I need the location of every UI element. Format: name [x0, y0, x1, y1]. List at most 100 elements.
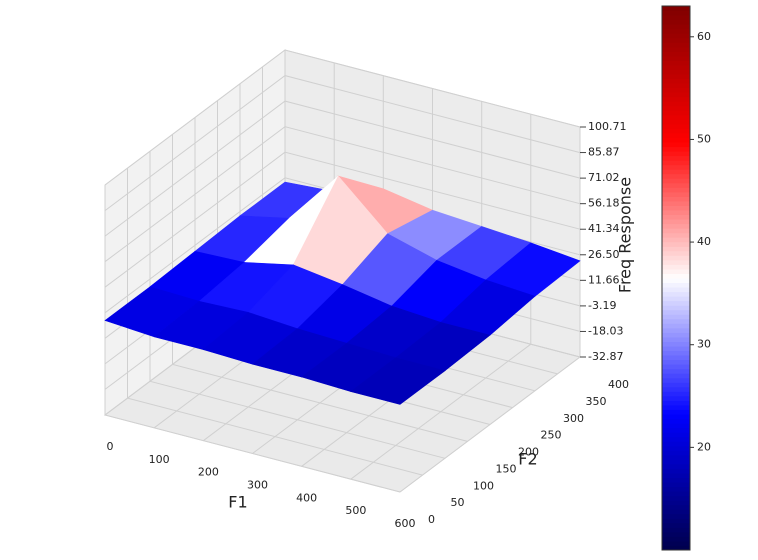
colorbar-tick-label: 40 — [697, 235, 711, 248]
colorbar-segment — [662, 427, 690, 433]
colorbar-segment — [662, 87, 690, 93]
colorbar-segment — [662, 182, 690, 188]
colorbar-segment — [662, 336, 690, 342]
colorbar-segment — [662, 42, 690, 48]
y-tick-label: 50 — [451, 496, 465, 509]
colorbar-segment — [662, 255, 690, 261]
z-axis-title: Freq Response — [616, 177, 635, 293]
colorbar-segment — [662, 178, 690, 184]
colorbar-segment — [662, 241, 690, 247]
x-tick-label: 500 — [345, 504, 366, 517]
colorbar-segment — [662, 459, 690, 465]
y-tick-label: 300 — [563, 412, 584, 425]
colorbar-segment — [662, 495, 690, 501]
colorbar-segment — [662, 119, 690, 125]
colorbar-segment — [662, 200, 690, 206]
colorbar-segment — [662, 164, 690, 170]
z-tick-label: 85.87 — [588, 146, 620, 159]
colorbar-tick-label: 50 — [697, 132, 711, 145]
colorbar-segment — [662, 323, 690, 329]
colorbar-segment — [662, 373, 690, 379]
colorbar-segment — [662, 160, 690, 166]
colorbar-segment — [662, 463, 690, 469]
z-tick-label: 11.66 — [588, 273, 620, 286]
colorbar-segment — [662, 268, 690, 274]
colorbar-segment — [662, 37, 690, 43]
colorbar-segment — [662, 513, 690, 519]
colorbar-segment — [662, 500, 690, 506]
colorbar-segment — [662, 264, 690, 270]
colorbar-segment — [662, 155, 690, 161]
colorbar-segment — [662, 55, 690, 61]
colorbar-segment — [662, 423, 690, 429]
colorbar-segment — [662, 522, 690, 528]
z-tick-label: 41.34 — [588, 222, 620, 235]
y-tick-label: 400 — [608, 378, 629, 391]
colorbar-segment — [662, 468, 690, 474]
colorbar-segment — [662, 309, 690, 315]
colorbar-segment — [662, 454, 690, 460]
colorbar-frame — [661, 5, 691, 551]
colorbar-segment — [662, 246, 690, 252]
colorbar-segment — [662, 92, 690, 98]
colorbar-segment — [662, 187, 690, 193]
colorbar-segment — [662, 223, 690, 229]
colorbar-segment — [662, 472, 690, 478]
grid-line — [104, 100, 581, 237]
colorbar-segment — [662, 332, 690, 338]
z-tick-label: 100.71 — [588, 120, 627, 133]
y-tick-label: 150 — [496, 462, 517, 475]
colorbar-segment — [662, 300, 690, 306]
colorbar-segment — [662, 191, 690, 197]
colorbar-segment — [662, 259, 690, 265]
x-tick-label: 100 — [149, 453, 170, 466]
z-tick-label: -3.19 — [588, 299, 616, 312]
x-tick-label: 600 — [395, 517, 416, 530]
colorbar-segment — [662, 74, 690, 80]
x-tick-label: 0 — [107, 440, 114, 453]
colorbar-segment — [662, 232, 690, 238]
colorbar-segment — [662, 273, 690, 279]
colorbar-segment — [662, 15, 690, 21]
grid-line — [104, 75, 581, 212]
colorbar-segment — [662, 527, 690, 533]
colorbar-segment — [662, 96, 690, 102]
surface-cell — [350, 357, 446, 405]
colorbar-tick-label: 20 — [697, 440, 711, 453]
z-tick-label: 71.02 — [588, 171, 620, 184]
colorbar-segment — [662, 477, 690, 483]
colorbar-segment — [662, 210, 690, 216]
colorbar-segment — [662, 327, 690, 333]
colorbar-segment — [662, 78, 690, 84]
colorbar-segment — [662, 151, 690, 157]
colorbar-segment — [662, 196, 690, 202]
colorbar-segment — [662, 6, 690, 12]
colorbar-tick-label: 60 — [697, 30, 711, 43]
colorbar-segment — [662, 19, 690, 25]
colorbar-segment — [662, 69, 690, 75]
grid-line — [104, 126, 581, 263]
z-tick-label: 56.18 — [588, 197, 620, 210]
y-tick-label: 100 — [473, 479, 494, 492]
colorbar-segment — [662, 287, 690, 293]
colorbar-segment — [662, 60, 690, 66]
colorbar-segment — [662, 346, 690, 352]
colorbar-segment — [662, 341, 690, 347]
colorbar-segment — [662, 250, 690, 256]
colorbar-segment — [662, 531, 690, 537]
colorbar-segment — [662, 395, 690, 401]
colorbar-segment — [662, 169, 690, 175]
colorbar-segment — [662, 228, 690, 234]
colorbar-segment — [662, 364, 690, 370]
colorbar-segment — [662, 486, 690, 492]
x-tick-label: 200 — [198, 466, 219, 479]
colorbar-segment — [662, 296, 690, 302]
z-tick-label: 26.50 — [588, 248, 620, 261]
colorbar-segment — [662, 368, 690, 374]
y-tick-label: 0 — [428, 513, 435, 526]
colorbar-segment — [662, 282, 690, 288]
colorbar-segment — [662, 518, 690, 524]
colorbar-segment — [662, 101, 690, 107]
colorbar-segment — [662, 450, 690, 456]
colorbar-segment — [662, 418, 690, 424]
